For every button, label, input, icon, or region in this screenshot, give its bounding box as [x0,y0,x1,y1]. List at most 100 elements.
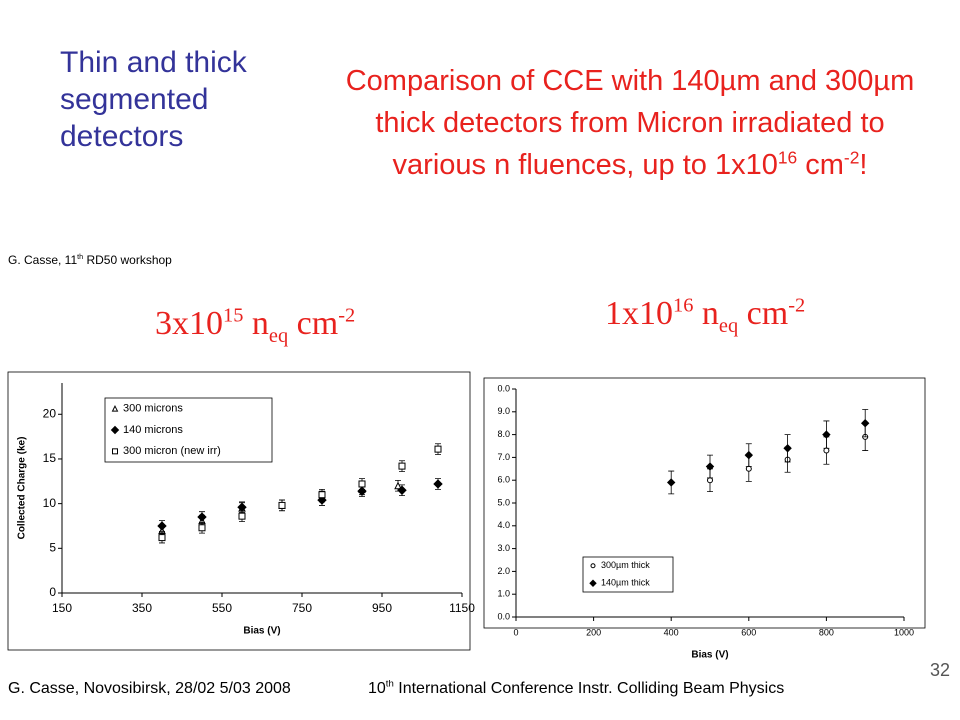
error-bar [823,436,830,465]
y-tick-label: 15 [43,451,57,465]
x-tick-label: 800 [819,627,834,637]
footer-center: 10th International Conference Instr. Col… [368,678,785,698]
x-tick-label: 400 [664,627,679,637]
x-tick-label: 1150 [449,601,475,615]
marker [317,495,327,505]
title-sup: 16 [673,294,694,317]
marker [358,480,366,488]
title-text: 1x10 [605,295,673,332]
error-bar [279,499,285,512]
marker [318,491,326,499]
x-axis-label: Bias (V) [691,650,728,661]
legend-marker [110,425,120,435]
chart-title: 3x1015 neq cm-2 [155,304,356,346]
credit-text: RD50 workshop [83,253,172,267]
marker [358,485,366,493]
error-bar [435,478,441,490]
error-bar [199,514,205,527]
marker [198,524,206,532]
x-axis-label: Bias (V) [243,626,280,637]
error-bar [159,524,165,537]
title-text: cm [738,295,789,332]
legend-label: 300µm thick [601,560,650,570]
heading-sup: -2 [843,147,860,168]
x-tick-label: 550 [212,601,232,615]
title-text: n [693,295,719,332]
marker [397,485,407,495]
y-tick-label: 7.0 [497,452,510,462]
error-bar [707,468,713,492]
error-bar [745,443,752,467]
x-tick-label: 1000 [894,627,914,637]
chart-title: 1x1016 neq cm-2 [605,294,806,336]
heading-sup: 16 [777,147,798,168]
y-tick-label: 9.0 [497,406,510,416]
title-text: 3x10 [155,305,223,342]
marker [434,445,442,453]
legend-box [104,397,273,463]
legend-marker [590,563,596,569]
error-bar [823,420,830,449]
y-tick-label: 1.0 [497,589,510,599]
y-tick-label: 0 [49,585,56,599]
legend-label: 140 microns [123,424,183,436]
marker [158,534,166,542]
page-number: 32 [930,660,951,680]
heading-text: Comparison of CCE with 140µm and 300µm t… [345,65,915,181]
error-bar [199,522,205,534]
error-bar [239,502,245,514]
error-bar [707,454,713,479]
legend-label: 300 micron (new irr) [123,445,221,457]
credit-sup: th [77,252,84,261]
heading-text: ! [859,149,868,181]
marker [318,492,326,500]
legend-box [582,556,674,593]
x-tick-label: 950 [372,601,392,615]
footer-sup: th [385,678,394,690]
error-bar [399,484,405,496]
marker [278,501,286,509]
y-tick-label: 3.0 [497,543,510,553]
y-tick-label: 0.0 [497,611,510,621]
marker [357,486,367,496]
x-tick-label: 0 [513,627,518,637]
marker [860,418,870,428]
marker [237,502,247,512]
title-sup: -2 [338,304,356,327]
x-tick-label: 750 [292,601,312,615]
y-tick-label: 20 [43,406,57,420]
credit: G. Casse, 11th RD50 workshop [8,253,172,267]
title-sub: eq [268,324,289,347]
marker [707,477,713,484]
error-bar [862,409,869,438]
legend-marker [112,448,118,455]
error-bar [199,511,205,523]
error-bar [239,510,245,522]
title-sup: -2 [788,294,806,317]
credit-text: G. Casse, 11 [8,253,78,267]
y-tick-label: 10 [43,496,57,510]
error-bar [159,531,165,544]
marker [705,462,715,471]
marker [783,444,792,453]
marker [398,462,406,470]
footer-text: International Conference Instr. Collidin… [393,680,785,697]
footer-left: G. Casse, Novosibirsk, 28/02 5/03 2008 [8,680,291,697]
marker [822,430,831,439]
error-bar [399,460,405,472]
chart-frame [7,371,471,651]
y-tick-label: 5.0 [497,497,510,507]
slide-title: Thin and thick segmented detectors [60,46,247,153]
marker [198,516,206,525]
x-tick-label: 150 [52,601,72,615]
error-bar [435,443,441,455]
x-tick-label: 600 [741,627,756,637]
y-tick-label: 0.0 [497,383,510,393]
y-tick-label: 4.0 [497,520,510,530]
marker [433,479,443,489]
error-bar [359,483,365,496]
marker [745,465,752,472]
error-bar [359,485,365,497]
title-text: n [243,305,269,342]
